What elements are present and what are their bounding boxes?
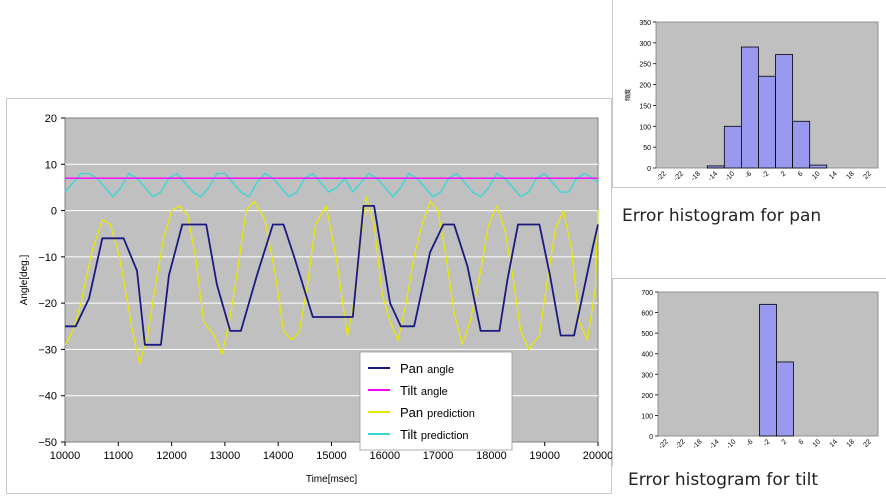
y-tick-label: −20 xyxy=(38,298,57,310)
x-tick-label: 17000 xyxy=(423,450,454,462)
x-tick-label: 12000 xyxy=(156,450,187,462)
legend-entry-name: Tilt xyxy=(400,383,417,398)
pan-hist-y-axis-label: 頻度 xyxy=(624,89,632,101)
legend-entry: Tilt prediction xyxy=(400,427,469,442)
tilt-hist-x-tick-label: 18 xyxy=(846,438,857,449)
legend-entry-suffix: angle xyxy=(427,364,454,376)
pan-hist-y-tick-label: 300 xyxy=(639,41,651,48)
x-tick-label: 20000 xyxy=(583,450,614,462)
y-tick-label: 0 xyxy=(51,206,57,218)
y-tick-label: 20 xyxy=(45,113,57,125)
pan-hist-bar xyxy=(758,75,776,169)
pan-histogram-caption: Error histogram for pan xyxy=(622,206,822,226)
pan-hist-y-tick-label: 250 xyxy=(639,62,651,69)
pan-prediction-line xyxy=(64,196,599,364)
tilt-hist-x-tick-label: 14 xyxy=(829,438,840,449)
legend-entry-suffix: prediction xyxy=(427,408,475,420)
pan-hist-x-tick-label: -14 xyxy=(707,170,719,182)
pan-hist-x-tick-label: -22 xyxy=(673,170,685,182)
pan-hist-y-tick-label: 350 xyxy=(639,20,651,27)
tilt-hist-x-tick-label: -10 xyxy=(725,438,737,450)
pan-hist-x-tick-label: 6 xyxy=(797,170,805,178)
tilt-hist-x-tick-label: 22 xyxy=(862,438,873,449)
y-tick-label: 10 xyxy=(45,159,57,171)
pan-hist-y-tick-label: 150 xyxy=(639,103,651,110)
tilt-prediction-line xyxy=(64,172,599,198)
tilt-hist-x-tick-label: 6 xyxy=(798,438,806,446)
tilt-hist-x-tick-label: -6 xyxy=(745,438,754,447)
tilt-hist-x-tick-label: 10 xyxy=(812,438,823,449)
pan-hist-bar xyxy=(706,165,725,169)
pan-hist-x-tick-label: -2 xyxy=(761,170,770,179)
tilt-hist-y-tick-label: 300 xyxy=(641,372,653,379)
legend-entry: Pan angle xyxy=(400,361,454,376)
x-axis-label: Time[msec] xyxy=(306,474,358,485)
tilt-hist-y-tick-label: 700 xyxy=(641,290,653,297)
pan-hist-x-tick-label: -6 xyxy=(744,170,753,179)
x-tick-label: 15000 xyxy=(316,450,347,462)
pan-hist-bar xyxy=(740,46,759,169)
pan-hist-bar xyxy=(792,120,811,169)
y-tick-label: −10 xyxy=(38,252,57,264)
pan-hist-x-tick-label: 22 xyxy=(862,170,873,181)
tilt-hist-y-tick-label: 600 xyxy=(641,311,653,318)
x-tick-label: 13000 xyxy=(210,450,241,462)
tilt-hist-y-tick-label: 200 xyxy=(641,393,653,400)
tilt-hist-y-tick-label: 500 xyxy=(641,331,653,338)
pan-hist-x-tick-label: -22 xyxy=(656,170,668,182)
x-tick-label: 10000 xyxy=(50,450,81,462)
pan-hist-y-tick-label: 200 xyxy=(639,83,651,90)
tilt-hist-y-tick-label: 0 xyxy=(649,434,653,441)
tilt-hist-x-tick-label: -22 xyxy=(658,438,670,450)
pan-hist-y-tick-label: 0 xyxy=(647,166,651,173)
x-tick-label: 19000 xyxy=(529,450,560,462)
pan-hist-x-tick-label: 10 xyxy=(811,170,822,181)
x-tick-label: 14000 xyxy=(263,450,294,462)
tilt-hist-bar xyxy=(759,303,777,437)
legend-entry-name: Pan xyxy=(400,361,423,376)
tilt-hist-x-tick-label: -18 xyxy=(692,438,704,450)
tilt-hist-y-tick-label: 100 xyxy=(641,413,653,420)
tilt-hist-bar xyxy=(776,361,794,437)
tilt-histogram-caption: Error histogram for tilt xyxy=(628,470,818,490)
tilt-hist-x-tick-label: -22 xyxy=(675,438,687,450)
pan-hist-x-tick-label: 18 xyxy=(845,170,856,181)
tilt-hist-y-tick-label: 400 xyxy=(641,352,653,359)
pan-hist-bar xyxy=(775,54,794,169)
legend-entry-name: Tilt xyxy=(400,427,417,442)
tilt-hist-x-tick-label: 2 xyxy=(781,438,789,446)
legend-entry: Pan prediction xyxy=(400,405,475,420)
tilt-hist-x-tick-label: -2 xyxy=(762,438,771,447)
y-tick-label: −40 xyxy=(38,391,57,403)
pan-hist-y-tick-label: 50 xyxy=(643,145,651,152)
y-tick-label: −30 xyxy=(38,344,57,356)
pan-hist-bar xyxy=(723,125,742,169)
x-tick-label: 11000 xyxy=(103,450,133,462)
pan-hist-y-tick-label: 100 xyxy=(639,124,651,131)
pan-hist-x-tick-label: 14 xyxy=(828,170,839,181)
pan-hist-x-tick-label: -10 xyxy=(724,170,736,182)
x-tick-label: 18000 xyxy=(476,450,507,462)
pan-hist-x-tick-label: -18 xyxy=(690,170,702,182)
tilt-hist-x-tick-label: -14 xyxy=(709,438,721,450)
legend-entry-name: Pan xyxy=(400,405,423,420)
legend-entry-suffix: prediction xyxy=(421,430,469,442)
y-tick-label: −50 xyxy=(38,437,57,449)
legend-entry: Tilt angle xyxy=(400,383,448,398)
legend-entry-suffix: angle xyxy=(421,386,448,398)
x-tick-label: 16000 xyxy=(370,450,401,462)
pan-hist-bar xyxy=(809,164,828,169)
y-axis-label: Angle[deg.] xyxy=(19,254,30,305)
pan-hist-x-tick-label: 2 xyxy=(780,170,788,178)
pan-angle-line xyxy=(65,204,599,346)
